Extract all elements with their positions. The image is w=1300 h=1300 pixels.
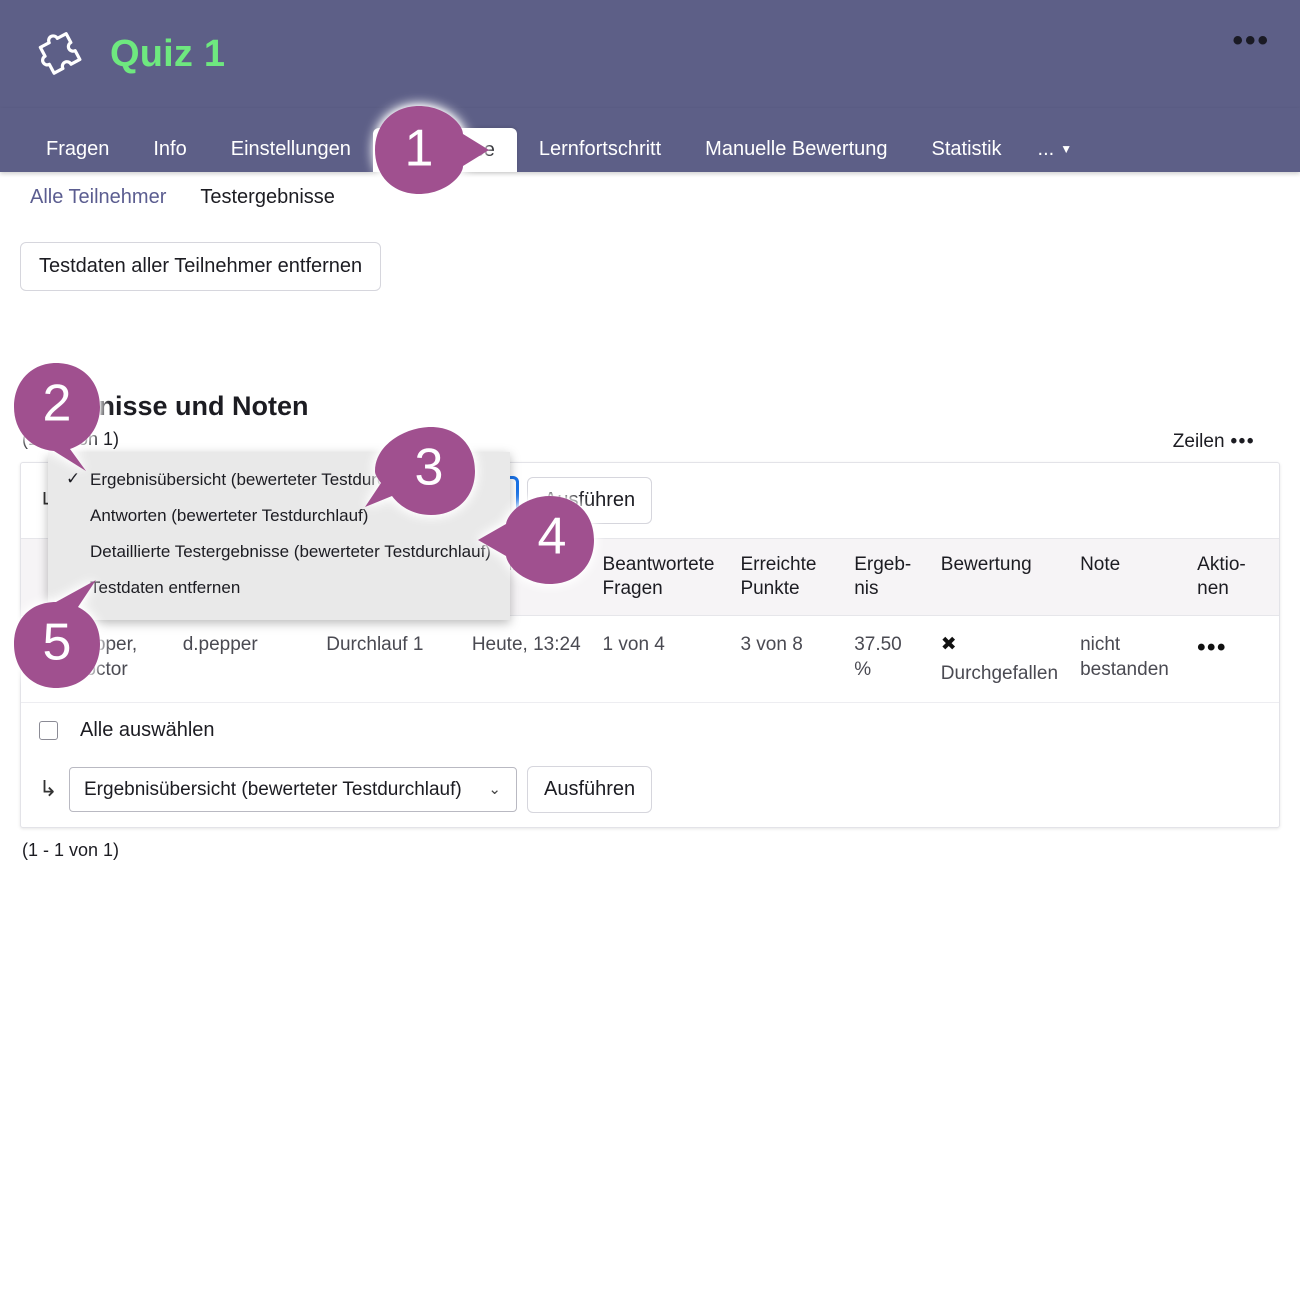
tab-manuelle-bewertung[interactable]: Manuelle Bewertung: [705, 137, 888, 160]
tab-more-menu[interactable]: ... ▼: [1024, 126, 1087, 172]
header-result[interactable]: Ergeb-nis: [844, 538, 931, 616]
select-all-label: Alle auswählen: [80, 718, 215, 741]
cell-result: 37.50 %: [844, 615, 931, 703]
results-section-header: Ergebnisse und Noten (1 - 1 von 1): [20, 391, 1280, 450]
run-button-bottom[interactable]: Ausführen: [527, 765, 653, 813]
tab-more-label: ...: [1037, 137, 1055, 160]
callout-2: 2: [10, 361, 120, 473]
x-mark-icon: ✖: [940, 633, 957, 655]
menu-item-label: Testdaten entfernen: [90, 578, 241, 597]
results-panel: Zeilen••• ↳ Ergebnisübersicht (bewertete…: [20, 431, 1280, 828]
tab-lernfortschritt[interactable]: Lernfortschritt: [538, 137, 662, 160]
menu-item-ergebnisuebersicht[interactable]: ✓ Ergebnisübersicht (bewerteter Testdurc…: [48, 462, 510, 498]
cell-actions: •••: [1187, 615, 1279, 703]
section-title: Ergebnisse und Noten: [22, 391, 309, 421]
rows-menu-button[interactable]: Zeilen •••: [1173, 431, 1255, 453]
menu-item-label: Detaillierte Testergebnisse (bewerteter …: [90, 542, 491, 561]
menu-item-label: Antworten (bewerteter Testdurchlauf): [90, 506, 369, 525]
sub-tabs: Alle Teilnehmer Testergebnisse: [0, 172, 1300, 209]
cell-answered: 1 von 4: [592, 615, 731, 703]
chevron-down-icon: ▼: [1060, 142, 1073, 156]
cell-run: Durchlauf 1: [316, 615, 462, 703]
remove-all-testdata-button[interactable]: Testdaten aller Teilnehmer entfernen: [20, 242, 382, 291]
menu-item-detaillierte-testergebnisse[interactable]: Detaillierte Testergebnisse (bewerteter …: [48, 534, 510, 570]
bulk-action-bar-bottom: ↳ Ergebnisübersicht (bewerteter Testdurc…: [21, 752, 1279, 827]
select-all-row: Alle auswählen: [21, 703, 1279, 752]
cell-grade: nicht bestanden: [1070, 615, 1188, 703]
table-row: Pepper, Doctor d.pepper Durchlauf 1 Heut…: [21, 615, 1279, 703]
rows-menu-label: Zeilen: [1172, 431, 1225, 452]
cell-points: 3 von 8: [730, 615, 845, 703]
select-all-checkbox[interactable]: [39, 720, 58, 740]
section-record-count: (1 - 1 von 1): [22, 429, 120, 449]
header-grade[interactable]: Note: [1070, 538, 1188, 616]
rows-menu-dots-icon: •••: [1230, 431, 1255, 452]
main-content: Testdaten aller Teilnehmer entfernen Erg…: [0, 209, 1300, 861]
callout-1-number: 1: [405, 120, 434, 178]
tab-info[interactable]: Info: [153, 137, 187, 160]
header-answered-questions[interactable]: Beantwortete Fragen: [592, 538, 731, 616]
callout-4-number: 4: [538, 508, 567, 566]
app-header: Quiz 1 •••: [0, 0, 1300, 108]
subtab-alle-teilnehmer[interactable]: Alle Teilnehmer: [30, 186, 167, 208]
tab-statistik[interactable]: Statistik: [931, 137, 1002, 160]
menu-item-testdaten-entfernen[interactable]: Testdaten entfernen: [48, 570, 510, 606]
bulk-select-wrap-bottom: Ergebnisübersicht (bewerteter Testdurchl…: [69, 766, 517, 812]
callout-3: 3: [363, 425, 479, 537]
bulk-action-select-bottom[interactable]: Ergebnisübersicht (bewerteter Testdurchl…: [69, 766, 517, 812]
page-title: Quiz 1: [110, 32, 226, 75]
pagination-info: (1 - 1 von 1): [22, 839, 120, 860]
callout-3-number: 3: [415, 439, 444, 497]
cell-rating-label: Durchgefallen: [940, 662, 1059, 684]
cell-username: d.pepper: [172, 615, 317, 703]
tab-einstellungen[interactable]: Einstellungen: [230, 137, 351, 160]
callout-2-number: 2: [43, 375, 72, 433]
menu-item-antworten[interactable]: Antworten (bewerteter Testdurchlauf): [48, 498, 510, 534]
main-tabs: Fragen Info Einstellungen Ergebnisse Ler…: [0, 108, 1300, 172]
bulk-arrow-icon-bottom: ↳: [39, 776, 58, 802]
callout-5: 5: [10, 578, 120, 690]
header-more-icon[interactable]: •••: [1232, 24, 1270, 57]
callout-5-number: 5: [43, 614, 72, 672]
header-rating[interactable]: Bewertung: [930, 538, 1071, 616]
cell-rating: ✖ Durchgefallen: [930, 615, 1071, 703]
results-table-body: Pepper, Doctor d.pepper Durchlauf 1 Heut…: [21, 615, 1279, 703]
subtab-testergebnisse[interactable]: Testergebnisse: [200, 186, 335, 208]
callout-4: 4: [474, 494, 600, 586]
header-actions: Aktio-nen: [1187, 538, 1279, 616]
callout-1: 1: [371, 104, 491, 196]
check-icon: ✓: [66, 469, 81, 488]
header-points[interactable]: Erreichte Punkte: [730, 538, 845, 616]
cell-date: Heute, 13:24: [461, 615, 593, 703]
puzzle-piece-icon: [36, 26, 88, 82]
tab-fragen[interactable]: Fragen: [46, 137, 110, 160]
row-actions-dots-icon[interactable]: •••: [1197, 633, 1227, 661]
menu-item-label: Ergebnisübersicht (bewerteter Testdurchl…: [90, 470, 428, 489]
